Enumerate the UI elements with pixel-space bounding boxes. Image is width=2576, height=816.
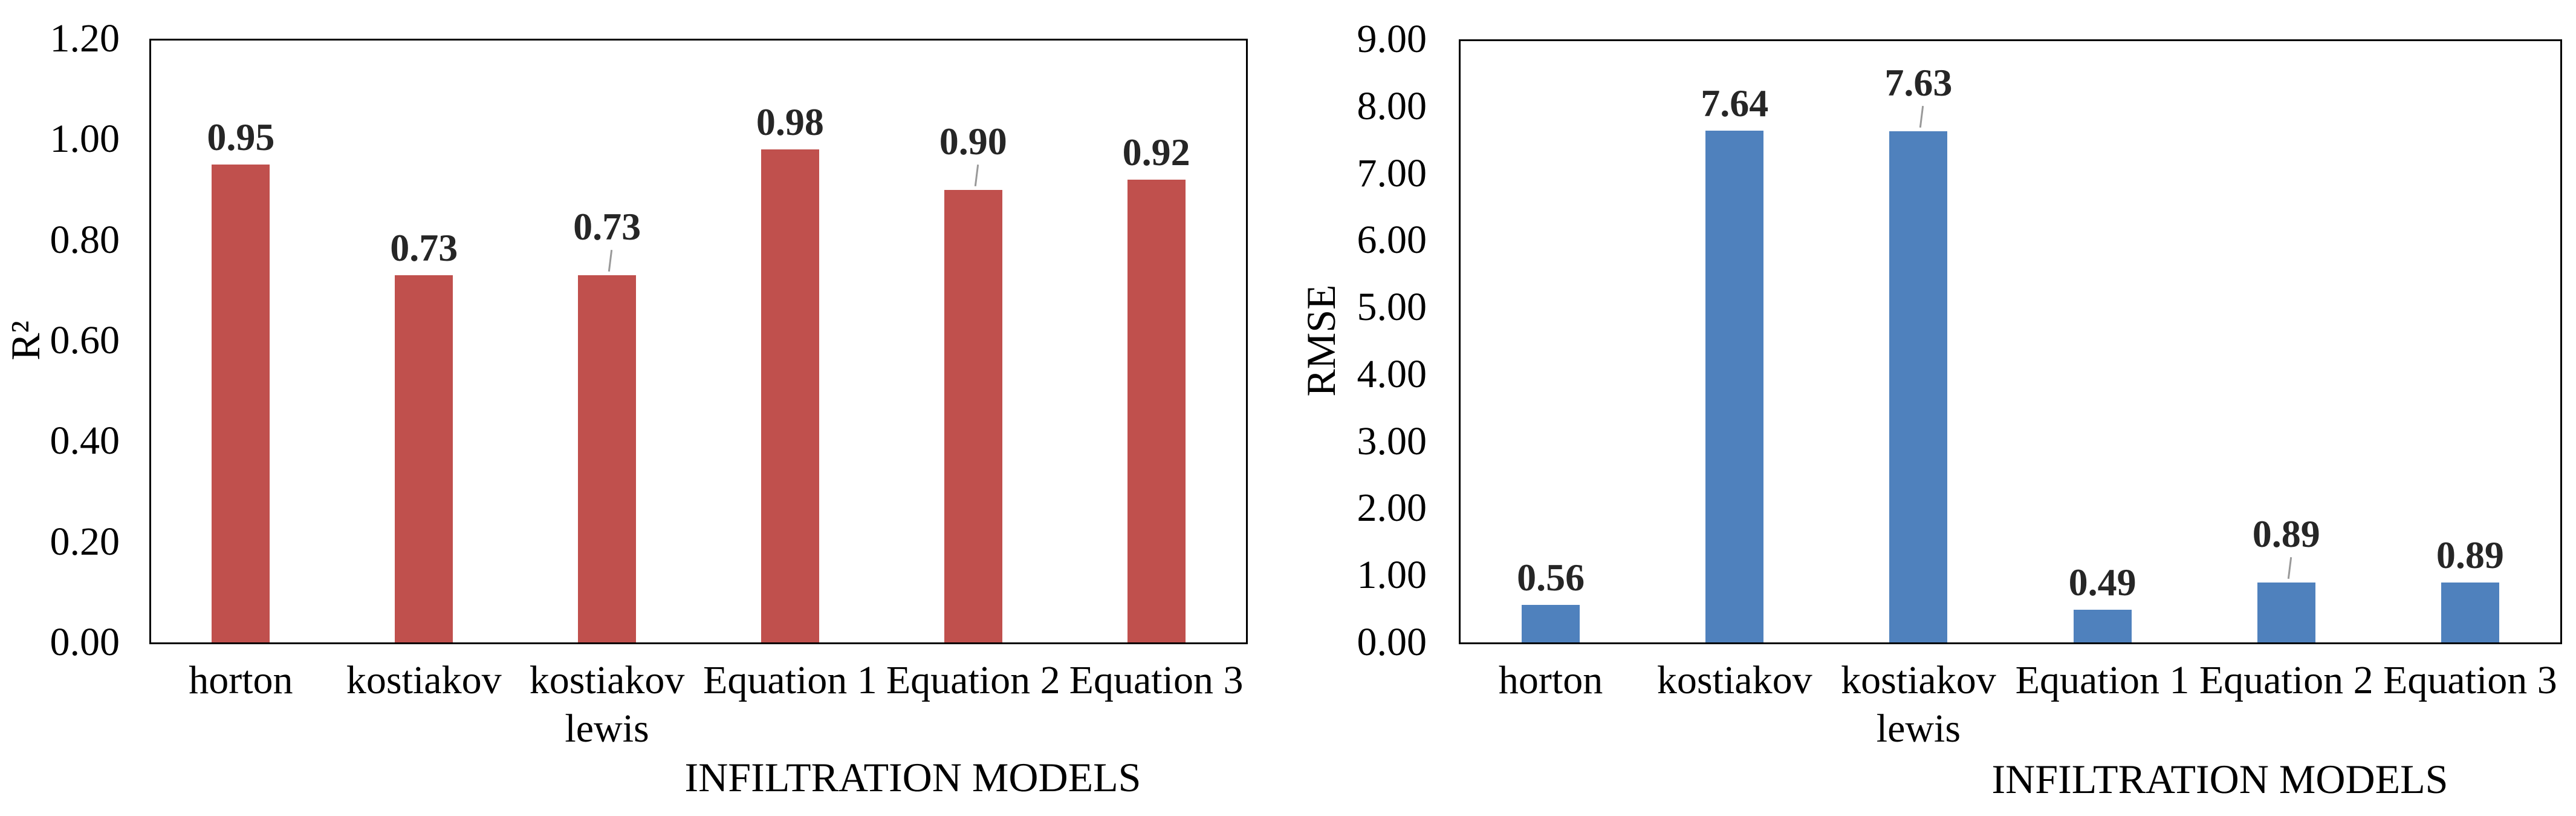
y-tick-label: 5.00 xyxy=(1357,285,1427,330)
x-category-label: kostiakov xyxy=(346,658,502,702)
x-axis-title-r2: INFILTRATION MODELS xyxy=(684,754,1141,800)
plot-area-rmse xyxy=(1459,39,2562,644)
y-tick-label: 7.00 xyxy=(1357,151,1427,195)
bar xyxy=(212,164,270,642)
bar-value-label: 0.56 xyxy=(1517,555,1585,599)
x-category-label: kostiakov xyxy=(1656,658,1812,702)
y-tick-label: 0.00 xyxy=(50,620,120,664)
y-tick-label: 1.20 xyxy=(50,16,120,60)
y-tick-label: 0.80 xyxy=(50,217,120,262)
y-tick-label: 8.00 xyxy=(1357,83,1427,128)
x-category-label: Equation 2 xyxy=(886,658,1060,702)
bar-value-label: 0.98 xyxy=(756,100,824,143)
x-category-label: horton xyxy=(189,658,293,702)
bar xyxy=(2257,583,2315,642)
bar-value-label: 7.63 xyxy=(1884,60,1953,104)
y-tick-label: 4.00 xyxy=(1357,351,1427,396)
x-category-label: horton xyxy=(1498,658,1603,702)
bar-value-label: 0.92 xyxy=(1122,130,1190,174)
bar-value-label: 0.89 xyxy=(2252,512,2320,556)
bar-value-label: 0.89 xyxy=(2436,534,2504,577)
plot-area-r2 xyxy=(149,39,1248,644)
bar-value-label: 7.64 xyxy=(1701,81,1769,125)
x-category-label: kostiakov lewis xyxy=(1841,658,1996,751)
bar xyxy=(1522,604,1580,642)
y-tick-label: 9.00 xyxy=(1357,17,1427,61)
bar xyxy=(1705,130,1764,642)
bar xyxy=(1127,179,1186,642)
bar-value-label: 0.95 xyxy=(207,115,275,158)
y-tick-label: 1.00 xyxy=(1357,553,1427,598)
bar xyxy=(2073,609,2132,642)
y-tick-label: 6.00 xyxy=(1357,218,1427,263)
bar-value-label: 0.90 xyxy=(939,119,1007,163)
bar xyxy=(2441,583,2499,642)
x-category-label: Equation 3 xyxy=(2383,658,2557,702)
y-tick-label: 0.20 xyxy=(50,519,120,564)
y-tick-label: 3.00 xyxy=(1357,419,1427,463)
y-tick-label: 0.00 xyxy=(1357,620,1427,664)
x-category-label: Equation 3 xyxy=(1069,658,1244,702)
bar xyxy=(395,275,453,642)
y-tick-label: 1.00 xyxy=(50,117,120,162)
y-tick-label: 2.00 xyxy=(1357,486,1427,530)
bar xyxy=(944,189,1002,642)
x-category-label: Equation 1 xyxy=(703,658,877,702)
y-tick-label: 0.60 xyxy=(50,318,120,362)
x-category-label: Equation 2 xyxy=(2199,658,2373,702)
bar-value-label: 0.73 xyxy=(390,226,458,269)
bar xyxy=(1889,131,1948,642)
x-axis-title-rmse: INFILTRATION MODELS xyxy=(1991,756,2448,802)
bar xyxy=(761,149,819,642)
x-category-label: kostiakov lewis xyxy=(529,658,685,751)
x-category-label: Equation 1 xyxy=(2015,658,2190,702)
bar xyxy=(578,275,637,642)
y-tick-label: 0.40 xyxy=(50,419,120,463)
bar-value-label: 0.73 xyxy=(573,204,641,248)
bar-value-label: 0.49 xyxy=(2068,560,2136,604)
